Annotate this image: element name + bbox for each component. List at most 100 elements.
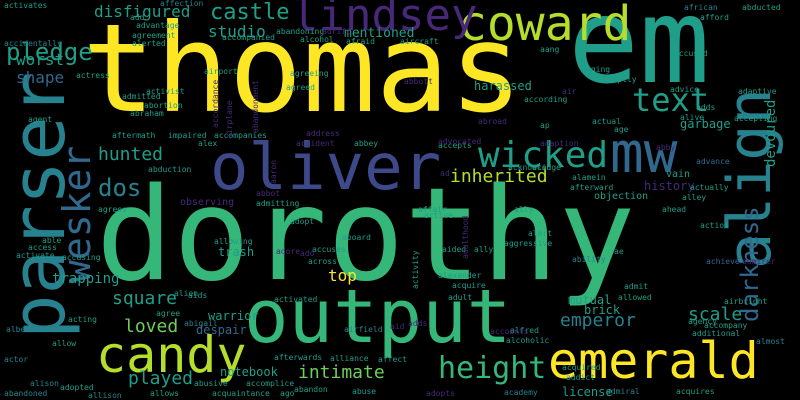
word-adds2: adds [696, 103, 716, 112]
word-affair: affair [418, 205, 447, 214]
word-advance: advance [696, 157, 730, 166]
word-afford: afford [700, 13, 729, 22]
word-ap: ap [540, 121, 550, 130]
word-alison: alison [30, 379, 59, 388]
word-acquired: acquired [562, 363, 601, 372]
word-ability: ability [572, 255, 606, 264]
word-albert: albert [6, 325, 35, 334]
word-admitting: admitting [256, 199, 300, 208]
word-dorothy: dorothy [96, 161, 636, 310]
word-adaptive: adaptive [738, 87, 777, 96]
word-adult: adult [448, 293, 473, 302]
word-accordance: accordance [211, 79, 220, 128]
word-abuse: abuse [352, 387, 377, 396]
word-abducted: abducted [742, 3, 781, 12]
word-allowed: allowed [618, 293, 652, 302]
word-activate: activate [16, 251, 55, 260]
word-garbage: garbage [680, 117, 731, 131]
word-activist: activist [146, 87, 185, 96]
word-aging: aging [586, 65, 611, 74]
word-height: height [438, 351, 547, 386]
word-history: history [644, 179, 695, 193]
word-active: active [424, 211, 453, 220]
word-acknowledge: acknowledge [508, 163, 561, 172]
word-aftermath: aftermath [112, 131, 156, 140]
word-aid: aid [390, 322, 405, 331]
word-ally: ally [514, 205, 534, 214]
word-despair: despair [196, 323, 247, 337]
word-mentioned: mentioned [344, 26, 415, 41]
word-actually: actually [690, 183, 729, 192]
word-action: action [700, 221, 729, 230]
word-intimate: intimate [298, 362, 385, 383]
word-adopted: adopted [60, 383, 94, 392]
word-license: license [562, 385, 613, 399]
word-disfigured: disfigured [94, 2, 191, 21]
word-age: age [614, 125, 629, 134]
word-wicked: wicked [478, 135, 609, 176]
word-abbot: abbot [256, 189, 281, 198]
word-trapping: trapping [52, 271, 120, 287]
word-em: em [568, 0, 711, 110]
word-accompanies: accompanies [214, 131, 267, 140]
word-adore: adore [276, 247, 301, 256]
word-accident: accident [296, 139, 335, 148]
word-adds: adds [408, 319, 428, 328]
word-castle: castle [210, 0, 290, 25]
word-abandoning: abandoning [276, 27, 325, 36]
word-airfield: airfield [344, 325, 383, 334]
word-notebook: notebook [220, 365, 278, 379]
word-activated: activated [274, 295, 318, 304]
word-studio: studio [208, 22, 266, 41]
word-academy: academy [504, 388, 538, 397]
word-alley: alley [682, 193, 707, 202]
word-abandon: abandon [294, 385, 328, 394]
word-accompany: accompany [704, 321, 748, 330]
word-observing: observing [180, 197, 235, 208]
word-address: address [306, 129, 340, 138]
word-advice: advice [670, 85, 699, 94]
word-additional: additional [692, 329, 741, 338]
word-aids: aids [188, 291, 208, 300]
word-adaption: adaption [540, 139, 579, 148]
word-agreeing: agreeing [290, 69, 329, 78]
word-square: square [112, 288, 178, 309]
word-loved: loved [124, 316, 179, 337]
word-adulthood: adulthood [461, 215, 470, 259]
word-abusive: abusive [194, 379, 228, 388]
word-advocated: advocated [438, 137, 482, 146]
word-ae: ae [614, 247, 624, 256]
word-abigail: abigail [184, 319, 218, 328]
word-afraid: afraid [346, 37, 375, 46]
word-across: across [308, 257, 337, 266]
word-agreed: agreed [286, 83, 315, 92]
word-almost: almost [756, 337, 785, 346]
word-shape: shape [16, 68, 65, 87]
word-inherited: inherited [450, 166, 548, 187]
word-top: top [328, 266, 357, 285]
word-agreement: agreement [132, 31, 176, 40]
word-abroad: abroad [478, 117, 507, 126]
word-according: according [524, 95, 568, 104]
word-mw: mw [610, 121, 678, 186]
word-emerald: emerald [548, 332, 759, 390]
word-activity: activity [411, 250, 420, 289]
word-actor: actor [4, 355, 29, 364]
word-affection: affection [160, 0, 204, 8]
word-accusing: accusing [62, 253, 101, 262]
word-accomplice: accomplice [246, 379, 295, 388]
word-admitted: admitted [122, 92, 161, 101]
word-accuses: accuses [312, 245, 346, 254]
word-abandoned: abandoned [4, 389, 48, 398]
word-abraham: abraham [130, 109, 164, 118]
word-allowing: allowing [214, 237, 253, 246]
word-admirer: admirer [742, 257, 776, 266]
word-accompanied: accompanied [222, 33, 275, 42]
word-acting: acting [68, 315, 97, 324]
word-candy: candy [96, 326, 247, 384]
word-air: air [562, 87, 577, 96]
word-trash: trash [218, 245, 255, 259]
word-aboard: aboard [342, 233, 371, 242]
word-text: text [632, 81, 710, 119]
word-aang: aang [540, 45, 560, 54]
